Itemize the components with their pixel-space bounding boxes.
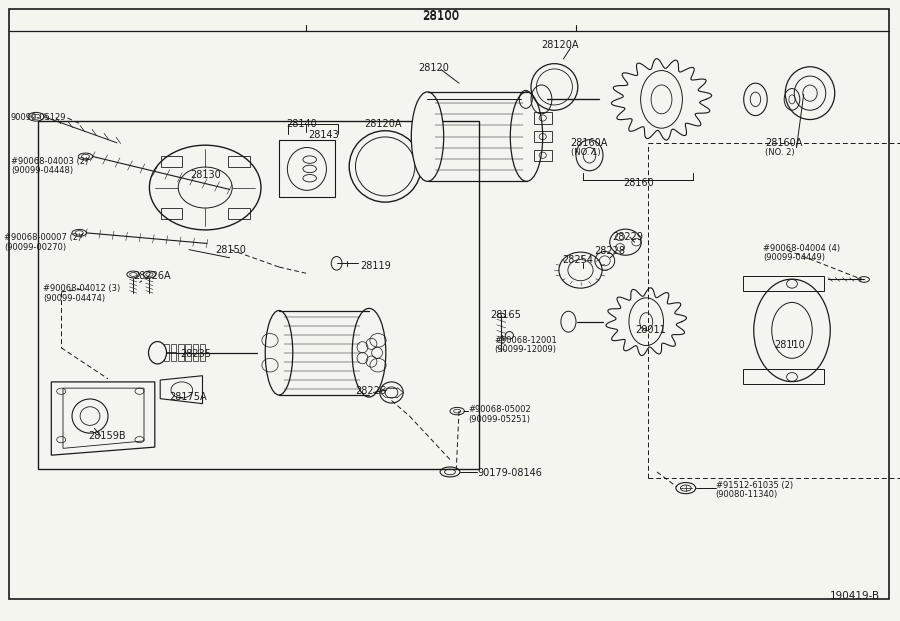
Text: 28110: 28110 bbox=[774, 340, 805, 350]
Bar bbox=[161, 156, 183, 167]
Text: (90099-12009): (90099-12009) bbox=[494, 345, 556, 354]
Bar bbox=[228, 208, 249, 219]
Bar bbox=[742, 276, 824, 291]
Text: #90068-04012 (3): #90068-04012 (3) bbox=[43, 284, 121, 293]
Ellipse shape bbox=[266, 310, 292, 395]
Bar bbox=[534, 150, 552, 161]
Text: 28226: 28226 bbox=[356, 386, 386, 396]
Text: 28130: 28130 bbox=[190, 170, 220, 180]
Text: 28140: 28140 bbox=[286, 119, 317, 129]
Text: 28120: 28120 bbox=[418, 63, 449, 73]
Text: #90068-04004 (4): #90068-04004 (4) bbox=[763, 244, 841, 253]
Text: (90099-04448): (90099-04448) bbox=[11, 166, 73, 175]
Text: 28235: 28235 bbox=[180, 349, 211, 359]
Text: 28100: 28100 bbox=[422, 9, 460, 22]
Text: (90099-04474): (90099-04474) bbox=[43, 294, 105, 302]
Text: 28011: 28011 bbox=[635, 325, 666, 335]
Bar bbox=[534, 112, 552, 124]
Bar bbox=[38, 121, 479, 469]
Text: 28254: 28254 bbox=[562, 255, 593, 265]
Text: (90099-00270): (90099-00270) bbox=[4, 243, 67, 252]
Bar bbox=[185, 344, 191, 361]
Text: 28143: 28143 bbox=[308, 130, 338, 140]
Bar bbox=[534, 131, 552, 142]
Ellipse shape bbox=[148, 342, 166, 364]
Text: 28119: 28119 bbox=[360, 261, 391, 271]
Text: 28165: 28165 bbox=[491, 310, 521, 320]
Bar bbox=[164, 344, 169, 361]
Text: 28228: 28228 bbox=[594, 246, 625, 256]
Text: #90068-04003 (2): #90068-04003 (2) bbox=[11, 157, 88, 166]
Text: #90068-05002: #90068-05002 bbox=[468, 406, 531, 414]
Bar bbox=[193, 344, 198, 361]
Bar bbox=[228, 156, 249, 167]
Text: (90099-04449): (90099-04449) bbox=[763, 253, 825, 262]
Text: 28150: 28150 bbox=[215, 245, 246, 255]
Text: 28100: 28100 bbox=[422, 10, 460, 22]
Text: 28120A: 28120A bbox=[364, 119, 402, 129]
Text: (90080-11340): (90080-11340) bbox=[716, 491, 778, 499]
Text: 90099-05129: 90099-05129 bbox=[11, 114, 67, 122]
Text: 28160A: 28160A bbox=[765, 138, 803, 148]
Text: 28175A: 28175A bbox=[169, 392, 207, 402]
Text: 28120A: 28120A bbox=[541, 40, 579, 50]
Text: #90068-00007 (2): #90068-00007 (2) bbox=[4, 233, 82, 242]
Text: 90179-08146: 90179-08146 bbox=[477, 468, 542, 478]
Bar bbox=[178, 344, 184, 361]
Text: 28229: 28229 bbox=[612, 232, 643, 242]
Text: (NO. 1): (NO. 1) bbox=[571, 148, 600, 157]
Text: 28160: 28160 bbox=[624, 178, 654, 188]
Text: #91512-61035 (2): #91512-61035 (2) bbox=[716, 481, 793, 490]
Bar bbox=[161, 208, 183, 219]
Text: 28226A: 28226A bbox=[133, 271, 171, 281]
Bar bbox=[279, 140, 335, 197]
Text: 190419-B: 190419-B bbox=[830, 591, 880, 601]
Bar bbox=[200, 344, 205, 361]
Bar bbox=[171, 344, 176, 361]
Bar bbox=[742, 369, 824, 384]
Text: #90068-12001: #90068-12001 bbox=[494, 336, 557, 345]
Ellipse shape bbox=[411, 92, 444, 181]
Text: (90099-05251): (90099-05251) bbox=[468, 415, 530, 424]
Text: 28159B: 28159B bbox=[88, 431, 126, 441]
Text: (NO. 2): (NO. 2) bbox=[765, 148, 795, 157]
Text: 28160A: 28160A bbox=[571, 138, 608, 148]
